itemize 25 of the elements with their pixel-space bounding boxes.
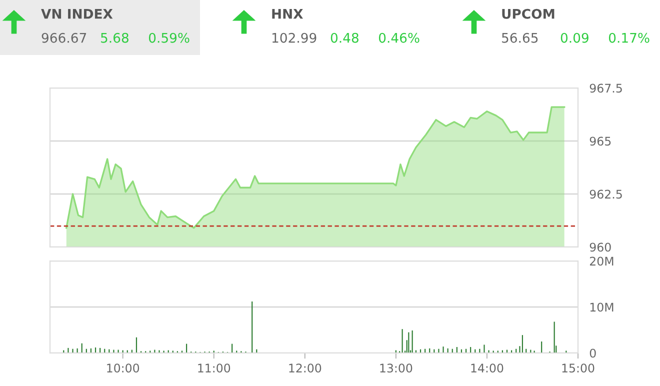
y-tick-label: 965: [590, 136, 611, 146]
y-tick-label: 960: [590, 242, 611, 252]
x-tick-label: 13:00: [380, 364, 412, 373]
text: 5.68: [101, 32, 128, 43]
text: HNX: [272, 9, 303, 19]
text: VN INDEX: [41, 9, 113, 19]
text: 0.09: [560, 32, 588, 43]
x-tick-label: 11:00: [198, 364, 230, 373]
x-tick-label: 15:00: [562, 364, 594, 373]
y-tick-label: 0: [590, 348, 596, 358]
x-tick-label: 14:00: [471, 364, 504, 373]
x-tick-label: 10:00: [107, 364, 140, 373]
text: 56.65: [502, 32, 538, 43]
text: 0.59%: [148, 32, 190, 43]
text: 0.46%: [378, 32, 420, 43]
text: 0.17%: [608, 32, 650, 43]
y-tick-label: 967.5: [590, 84, 622, 93]
text: 0.48: [330, 32, 358, 43]
text: 966.67: [42, 32, 86, 43]
text: UPCOM: [502, 8, 554, 19]
y-tick-label: 20M: [590, 256, 614, 266]
y-tick-label: 962.5: [590, 190, 622, 199]
y-tick-label: 10M: [590, 302, 614, 312]
text: 102.99: [272, 32, 316, 43]
x-tick-label: 12:00: [289, 364, 322, 373]
